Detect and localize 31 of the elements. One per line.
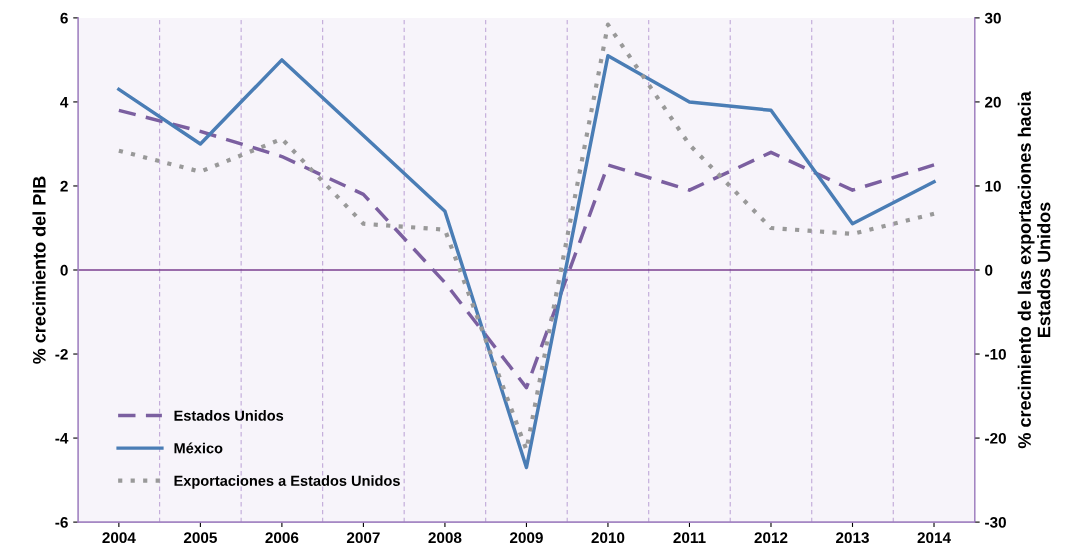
x-tick-label: 2014 (917, 532, 951, 544)
y2-tick-label: 10 (985, 180, 1001, 192)
x-tick-label: 2004 (102, 532, 136, 544)
y2-tick-label: 0 (985, 264, 993, 276)
legend-label: Estados Unidos (174, 410, 284, 421)
y-tick-label: -6 (55, 516, 68, 528)
x-tick-label: 2009 (509, 532, 543, 544)
x-tick-label: 2005 (183, 532, 217, 544)
y2-tick-label: 30 (984, 12, 1001, 24)
x-tick-label: 2012 (754, 532, 788, 544)
y-tick-label: 4 (60, 96, 69, 108)
x-tick-label: 2013 (836, 532, 869, 544)
legend-label: México (174, 442, 223, 454)
legend-label: Exportaciones a Estados Unidos (174, 475, 400, 489)
x-tick-label: 2008 (428, 532, 462, 544)
y2-tick-label: -30 (985, 516, 1006, 528)
y-axis-title: % crecimiento del PIB (32, 176, 46, 364)
y-tick-label: 0 (60, 264, 68, 276)
y-tick-label: -2 (55, 348, 68, 360)
x-tick-label: 2011 (673, 532, 706, 544)
x-tick-label: 2007 (346, 532, 380, 544)
y2-axis-title: % crecimiento de las exportaciones hacia Estados Unidos (1017, 91, 1051, 449)
y2-tick-label: -10 (985, 348, 1006, 360)
y-tick-label: -4 (55, 433, 69, 444)
y2-tick-label: 20 (985, 96, 1001, 108)
y-tick-label: 6 (60, 12, 68, 24)
y2-tick-label: -20 (985, 432, 1006, 444)
x-tick-label: 2010 (591, 532, 625, 544)
y-tick-label: 2 (60, 180, 68, 192)
x-tick-label: 2006 (265, 532, 299, 544)
line-series (117, 108, 936, 390)
